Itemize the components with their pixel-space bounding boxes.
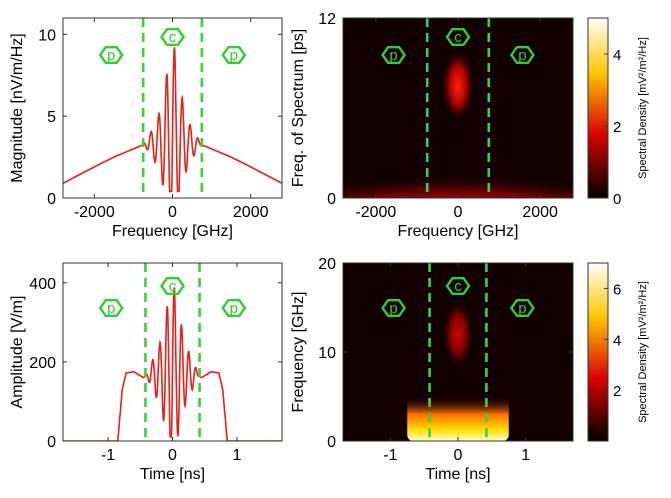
region-marker-2-label: c — [454, 278, 462, 295]
x-tick-label: 2000 — [522, 204, 558, 221]
region-marker-3-label: p — [230, 47, 238, 64]
x-axis-label: Frequency [GHz] — [112, 223, 233, 240]
y-tick-label: 0 — [327, 434, 336, 451]
x-axis-label: Time [ns] — [140, 466, 205, 483]
region-marker-2-hexagon — [160, 277, 185, 295]
region-marker-3-hexagon — [221, 46, 247, 64]
x-tick-label: 0 — [168, 204, 177, 221]
region-marker-1-hexagon — [98, 299, 124, 317]
region-marker-2-label: c — [169, 278, 177, 295]
colorbar: 0 2 4 Spectral Density [mV²/m²/Hz] — [587, 17, 649, 208]
x-axis-label: Time [ns] — [425, 466, 490, 483]
region-marker-2-label: c — [454, 29, 462, 46]
region-marker-1-hexagon — [98, 46, 124, 64]
heatmap-lowband — [343, 149, 573, 198]
x-tick-label: 1 — [232, 447, 241, 464]
colorbar-label: Spectral Density [mV²/m²/Hz] — [637, 37, 649, 179]
region-marker-3-hexagon — [221, 299, 247, 317]
y-tick-label: 12 — [318, 11, 336, 28]
y-axis-label: Magnitude [nV/m/Hz] — [9, 33, 26, 182]
colorbar-label: Spectral Density [mV²/m²/Hz] — [637, 281, 649, 423]
region-marker-1-label: p — [389, 47, 397, 64]
y-tick-label: 400 — [29, 276, 56, 293]
x-tick-label: -1 — [383, 447, 397, 464]
heatmap-lowband — [407, 396, 509, 441]
region-marker-2-hexagon — [445, 277, 471, 295]
panel-1: p c p -2000 0 2000 0 5 10 Frequency [GHz] Magnitud… — [9, 17, 283, 240]
heatmap-center-blob — [443, 300, 473, 369]
y-axis-label: Frequency [GHz] — [290, 292, 307, 413]
x-tick-label: 0 — [454, 204, 463, 221]
x-tick-label: -2000 — [74, 204, 115, 221]
panel-2: p c p -2000 0 2000 0 12 Frequency [GHz] Freq. of … — [290, 11, 649, 240]
x-tick-label: -1 — [101, 447, 115, 464]
colorbar-tick-label: 4 — [613, 47, 621, 64]
y-tick-label: 200 — [29, 355, 56, 372]
region-marker-1-label: p — [107, 300, 115, 317]
region-marker-3-hexagon — [509, 46, 535, 64]
colorbar-tick-label: 2 — [613, 119, 621, 136]
region-marker-2-hexagon — [160, 28, 185, 46]
colorbar-tick-label: 0 — [613, 191, 621, 208]
data-line — [63, 287, 282, 441]
y-axis-label: Amplitude [V/m] — [9, 296, 26, 409]
colorbar-tick-label: 4 — [613, 332, 621, 349]
x-tick-label: 0 — [168, 447, 177, 464]
y-tick-label: 0 — [327, 191, 336, 208]
y-tick-label: 0 — [47, 191, 56, 208]
region-marker-1-hexagon — [381, 299, 407, 317]
y-tick-label: 10 — [38, 27, 56, 44]
colorbar-gradient — [587, 17, 609, 199]
x-tick-label: 0 — [454, 447, 463, 464]
colorbar-gradient — [587, 262, 609, 442]
y-tick-label: 20 — [318, 256, 336, 273]
region-marker-3-hexagon — [509, 299, 535, 317]
x-tick-label: 1 — [521, 447, 530, 464]
x-tick-label: 2000 — [233, 204, 269, 221]
region-marker-1-label: p — [107, 47, 115, 64]
y-tick-label: 5 — [47, 109, 56, 126]
colorbar-tick-label: 2 — [613, 383, 621, 400]
region-marker-1-label: p — [389, 300, 397, 317]
heatmap-field — [343, 49, 573, 198]
region-marker-2-label: c — [169, 29, 177, 46]
colorbar-tick-label: 6 — [613, 281, 621, 298]
region-marker-3-label: p — [518, 300, 526, 317]
y-tick-label: 10 — [318, 345, 336, 362]
panel-3: p c p -1 0 1 0 200 400 Time [ns] Amplitude [V/m] — [9, 262, 283, 483]
region-marker-3-label: p — [230, 300, 238, 317]
region-marker-1-hexagon — [381, 46, 407, 64]
colorbar: 2 4 6 Spectral Density [mV²/m²/Hz] — [587, 262, 649, 442]
region-marker-3-label: p — [518, 47, 526, 64]
data-line — [63, 47, 282, 193]
y-tick-label: 0 — [47, 434, 56, 451]
region-marker-2-hexagon — [445, 28, 471, 46]
y-axis-label: Freq. of Spectrum [ps] — [290, 29, 307, 187]
heatmap-field — [407, 300, 509, 441]
heatmap-center-blob — [442, 49, 474, 122]
x-axis-label: Frequency [GHz] — [398, 223, 519, 240]
x-tick-label: -2000 — [355, 204, 396, 221]
